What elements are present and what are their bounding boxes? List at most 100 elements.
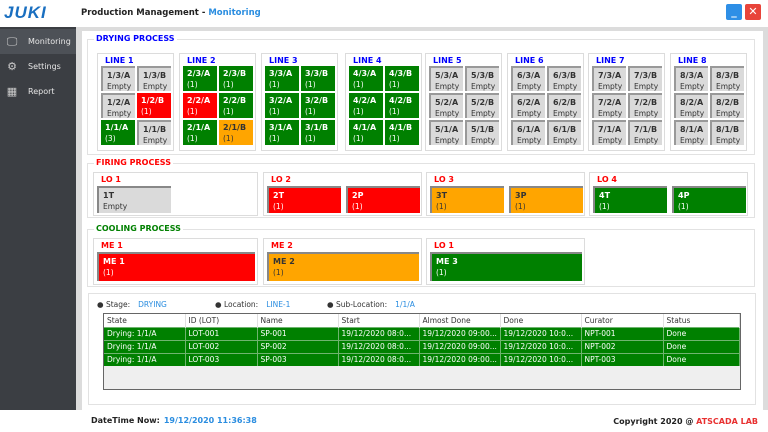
slot-5-3-b[interactable]: 5/3/B Empty	[465, 66, 499, 91]
column-header[interactable]: Done	[500, 314, 582, 327]
close-button[interactable]: ✕	[745, 4, 761, 20]
slot-7-2-a[interactable]: 7/2/A Empty	[592, 93, 626, 118]
slot-status: (1)	[389, 107, 400, 116]
column-header[interactable]: Status	[663, 314, 740, 327]
excel-icon: ▦	[6, 85, 18, 98]
slot-4-2-b[interactable]: 4/2/B (1)	[385, 93, 419, 118]
slot-4-3-a[interactable]: 4/3/A (1)	[349, 66, 383, 91]
slot-7-1-b[interactable]: 7/1/B Empty	[628, 120, 662, 145]
slot-4p[interactable]: 4P (1)	[672, 186, 746, 213]
slot-name: 1/2/A	[107, 98, 131, 107]
slot-8-3-b[interactable]: 8/3/B Empty	[710, 66, 744, 91]
slot-7-3-b[interactable]: 7/3/B Empty	[628, 66, 662, 91]
slot-3-2-a[interactable]: 3/2/A (1)	[265, 93, 299, 118]
slot-5-3-a[interactable]: 5/3/A Empty	[429, 66, 463, 91]
slot-1-3-a[interactable]: 1/3/A Empty	[101, 66, 135, 91]
slot-1-1-b[interactable]: 1/1/B Empty	[137, 120, 171, 145]
column-header[interactable]: Almost Done	[419, 314, 501, 327]
column-header[interactable]: Start	[338, 314, 420, 327]
slot-3-1-a[interactable]: 3/1/A (1)	[265, 120, 299, 145]
slot-2-1-b[interactable]: 2/1/B (1)	[219, 120, 253, 145]
slot-1-3-b[interactable]: 1/3/B Empty	[137, 66, 171, 91]
column-header[interactable]: ID (LOT)	[185, 314, 258, 327]
drying-line-box: LINE 1 1/3/A Empty 1/3/B Empty 1/2/A Empty 1/2/…	[97, 53, 174, 151]
slot-1-2-b[interactable]: 1/2/B (1)	[137, 93, 171, 118]
slot-8-1-b[interactable]: 8/1/B Empty	[710, 120, 744, 145]
drying-line-box: LINE 2 2/3/A (1) 2/3/B (1) 2/2/A (1) 2/2/B (1) 2/…	[179, 53, 256, 151]
slot-2-2-a[interactable]: 2/2/A (1)	[183, 93, 217, 118]
sidebar-item-monitoring[interactable]: 🖵 Monitoring	[0, 29, 76, 54]
slot-8-2-a[interactable]: 8/2/A Empty	[674, 93, 708, 118]
minimize-button[interactable]: _	[726, 4, 742, 20]
slot-6-2-a[interactable]: 6/2/A Empty	[511, 93, 545, 118]
slot-1-1-a[interactable]: 1/1/A (3)	[101, 120, 135, 145]
slot-5-1-a[interactable]: 5/1/A Empty	[429, 120, 463, 145]
slot-name: 8/2/A	[680, 98, 704, 107]
oven-title: LO 1	[101, 175, 121, 184]
sidebar-item-report[interactable]: ▦ Report	[0, 79, 76, 104]
oven-title: LO 3	[434, 175, 454, 184]
slot-name: 7/1/B	[634, 125, 658, 134]
slot-7-1-a[interactable]: 7/1/A Empty	[592, 120, 626, 145]
slot-8-2-b[interactable]: 8/2/B Empty	[710, 93, 744, 118]
slot-3t[interactable]: 3T (1)	[430, 186, 504, 213]
slot-2p[interactable]: 2P (1)	[346, 186, 420, 213]
line-title: LINE 1	[105, 56, 134, 65]
slot-6-1-a[interactable]: 6/1/A Empty	[511, 120, 545, 145]
slot-4-1-a[interactable]: 4/1/A (1)	[349, 120, 383, 145]
slot-3p[interactable]: 3P (1)	[509, 186, 583, 213]
slot-4-1-b[interactable]: 4/1/B (1)	[385, 120, 419, 145]
slot-6-1-b[interactable]: 6/1/B Empty	[547, 120, 581, 145]
location-info: ● Location: LINE-1	[215, 300, 291, 309]
gear-icon: ⚙	[7, 60, 17, 73]
slot-name: 5/3/B	[471, 71, 495, 80]
slot-6-3-b[interactable]: 6/3/B Empty	[547, 66, 581, 91]
slot-5-1-b[interactable]: 5/1/B Empty	[465, 120, 499, 145]
slot-3-3-a[interactable]: 3/3/A (1)	[265, 66, 299, 91]
slot-status: Empty	[471, 82, 496, 91]
slot-me-1[interactable]: ME 1 (1)	[97, 252, 255, 281]
column-header[interactable]: State	[104, 314, 186, 327]
slot-status: Empty	[471, 109, 496, 118]
slot-name: 3P	[515, 191, 527, 200]
slot-7-3-a[interactable]: 7/3/A Empty	[592, 66, 626, 91]
slot-3-1-b[interactable]: 3/1/B (1)	[301, 120, 335, 145]
table-row[interactable]: Drying: 1/1/A LOT-003 SP-003 19/12/2020 08:…	[104, 352, 740, 366]
slot-5-2-a[interactable]: 5/2/A Empty	[429, 93, 463, 118]
slot-5-2-b[interactable]: 5/2/B Empty	[465, 93, 499, 118]
slot-status: (1)	[515, 202, 526, 211]
firing-process-group: FIRING PROCESS LO 1 1T Empty LO 2 2T (1) 2P (1)…	[87, 158, 755, 218]
slot-2-2-b[interactable]: 2/2/B (1)	[219, 93, 253, 118]
table-cell: Drying: 1/1/A	[104, 326, 186, 340]
slot-4-3-b[interactable]: 4/3/B (1)	[385, 66, 419, 91]
slot-2-3-b[interactable]: 2/3/B (1)	[219, 66, 253, 91]
slot-1-2-a[interactable]: 1/2/A Empty	[101, 93, 135, 118]
slot-4t[interactable]: 4T (1)	[593, 186, 667, 213]
slot-name: 2T	[273, 191, 285, 200]
slot-2-3-a[interactable]: 2/3/A (1)	[183, 66, 217, 91]
table-row[interactable]: Drying: 1/1/A LOT-001 SP-001 19/12/2020 08:…	[104, 326, 740, 340]
slot-8-1-a[interactable]: 8/1/A Empty	[674, 120, 708, 145]
slot-8-3-a[interactable]: 8/3/A Empty	[674, 66, 708, 91]
column-header[interactable]: Curator	[581, 314, 664, 327]
slot-status: (1)	[436, 268, 447, 277]
slot-me-2[interactable]: ME 2 (1)	[267, 252, 419, 281]
sidebar-item-settings[interactable]: ⚙ Settings	[0, 54, 76, 79]
column-header[interactable]: Name	[257, 314, 339, 327]
sublocation-info: ● Sub-Location: 1/1/A	[327, 300, 415, 309]
slot-name: ME 2	[273, 257, 295, 266]
slot-name: 2/3/B	[223, 69, 247, 78]
table-cell: 19/12/2020 08:0...	[338, 339, 420, 353]
table-row[interactable]: Drying: 1/1/A LOT-002 SP-002 19/12/2020 08:…	[104, 339, 740, 353]
slot-6-3-a[interactable]: 6/3/A Empty	[511, 66, 545, 91]
cooling-unit-box: LO 1 ME 3 (1)	[426, 238, 585, 285]
slot-me-3[interactable]: ME 3 (1)	[430, 252, 582, 281]
slot-2-1-a[interactable]: 2/1/A (1)	[183, 120, 217, 145]
slot-1t[interactable]: 1T Empty	[97, 186, 171, 213]
slot-3-3-b[interactable]: 3/3/B (1)	[301, 66, 335, 91]
slot-3-2-b[interactable]: 3/2/B (1)	[301, 93, 335, 118]
slot-6-2-b[interactable]: 6/2/B Empty	[547, 93, 581, 118]
slot-2t[interactable]: 2T (1)	[267, 186, 341, 213]
slot-4-2-a[interactable]: 4/2/A (1)	[349, 93, 383, 118]
slot-7-2-b[interactable]: 7/2/B Empty	[628, 93, 662, 118]
